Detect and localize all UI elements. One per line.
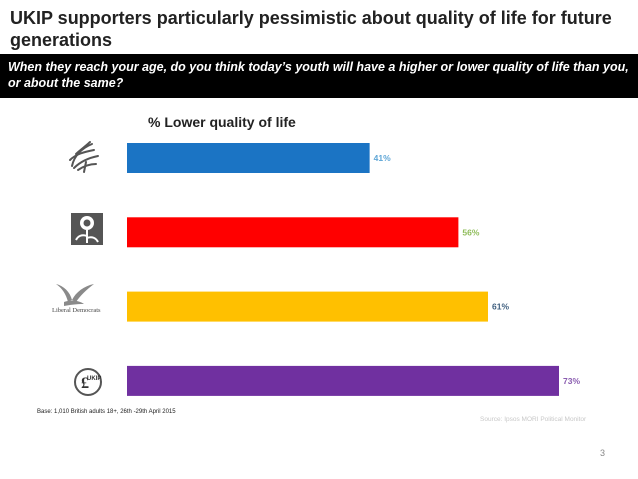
slide-title: UKIP supporters particularly pessimistic… [10,8,612,50]
question-text: When they reach your age, do you think t… [8,60,629,90]
page-number: 3 [600,448,606,458]
labour-rose-icon [71,213,103,245]
value-label: 56% [462,227,479,237]
ukip-pound-icon: £ UKIP [74,368,102,396]
libdem-logo-text: Liberal Democrats [52,307,101,314]
question-banner: When they reach your age, do you think t… [0,54,638,98]
bar-labour [127,217,459,248]
value-label: 61% [492,302,509,312]
chart-title: % Lower quality of life [148,114,296,130]
value-label: 73% [563,376,580,386]
svg-text:£: £ [81,375,89,392]
bar-liberal-democrats [127,291,488,322]
base-note: Base: 1,010 British adults 18+, 26th -29… [37,409,176,415]
source-note: Source: Ipsos MORI Political Monitor [480,416,587,423]
bar-conservative [127,143,370,173]
bar-ukip [127,365,559,396]
conservative-tree-icon [69,141,99,173]
ukip-logo-text: UKIP [87,376,101,382]
liberal-democrats-bird-icon: Liberal Democrats [52,284,101,314]
value-label: 41% [374,153,391,163]
